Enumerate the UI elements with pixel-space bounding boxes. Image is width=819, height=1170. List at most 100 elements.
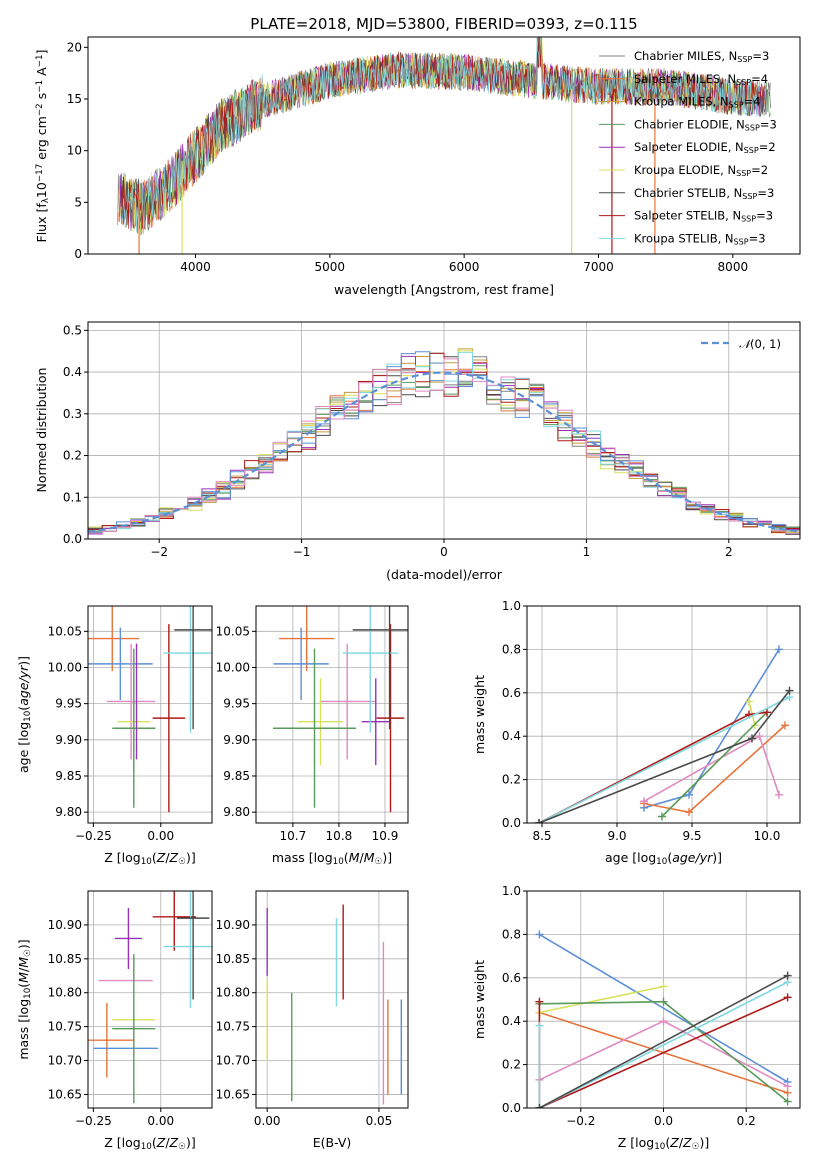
x-tick-label: 0.0 — [654, 1114, 673, 1128]
errorbar-point — [342, 606, 398, 733]
y-tick-label: 10.80 — [216, 986, 250, 1000]
legend-label: Salpeter STELIB, NSSP=3 — [634, 209, 773, 224]
y-tick-label: 20 — [67, 40, 82, 54]
x-tick-label: 9.0 — [607, 829, 626, 843]
spectrum-line — [119, 43, 765, 234]
x-tick-label: 0 — [440, 545, 448, 559]
y-tick-label: 0.6 — [502, 686, 521, 700]
y-tick-label: 10.65 — [216, 1087, 250, 1101]
errorbar-point — [88, 606, 140, 672]
y-axis-label: mass [log10(M/M☉)] — [16, 939, 33, 1059]
weight-marker — [535, 930, 544, 939]
y-axis-label: Normed distribution — [34, 368, 49, 493]
legend-label: Salpeter MILES, NSSP=4 — [634, 72, 768, 87]
y-tick-label: 1.0 — [502, 884, 521, 898]
y-tick-label: 0.8 — [502, 642, 521, 656]
errorbar-point — [297, 678, 344, 766]
y-tick-label: 0.0 — [502, 1101, 521, 1115]
y-tick-label: 9.95 — [223, 697, 250, 711]
y-axis-label: age [log10(age/yr)] — [16, 656, 33, 773]
y-tick-label: 0.5 — [63, 323, 82, 337]
errorbar-point — [376, 624, 405, 813]
y-tick-label: 10.80 — [48, 986, 82, 1000]
weight-marker — [775, 645, 783, 654]
legend: Chabrier MILES, NSSP=3 Salpeter MILES, NS… — [599, 49, 777, 246]
panel-mass-vs-EBV: 0.00 0.05 10.65 10.70 10.75 10.80 10.85 10.90 — [216, 890, 409, 1128]
weight-marker — [748, 734, 756, 743]
errorbar-point — [152, 891, 196, 951]
panel-age-vs-mass: 10.7 10.8 10.9 9.80 9.85 9.90 9.95 10.00 10.05 — [216, 605, 409, 843]
x-tick-label: 7000 — [583, 260, 614, 274]
weight-marker — [535, 819, 543, 823]
panel-mass-vs-Z: −0.25 0.00 10.65 10.70 10.75 10.80 10.85 10.90 — [48, 890, 213, 1128]
weight-marker — [535, 1104, 544, 1108]
errorbar-point — [176, 891, 210, 1000]
x-tick-label: 0.00 — [147, 1114, 174, 1128]
plot-area — [88, 348, 800, 535]
weight-marker — [763, 708, 771, 717]
legend-label: Salpeter ELODIE, NSSP=2 — [634, 140, 776, 155]
x-axis-label: age [log10(age/yr)] — [605, 850, 722, 867]
x-axis-label: Z [log10(Z/Z☉)] — [618, 1135, 710, 1152]
y-tick-label: 9.85 — [55, 769, 82, 783]
y-tick-label: 0.8 — [502, 927, 521, 941]
weight-line — [643, 724, 786, 813]
plot-area — [117, 37, 771, 254]
y-axis-label: mass weight — [472, 675, 487, 754]
weight-marker — [755, 732, 764, 741]
plot-area — [535, 930, 792, 1108]
y-tick-label: 0.4 — [502, 1014, 521, 1028]
x-tick-label: 0.05 — [366, 1114, 393, 1128]
y-tick-label: 10.75 — [48, 1020, 82, 1034]
legend-label: 𝒩(0, 1) — [739, 337, 781, 351]
errorbar-point — [106, 643, 156, 760]
y-tick-label: 10.00 — [48, 660, 82, 674]
x-axis-label: wavelength [Angstrom, rest frame] — [334, 282, 554, 297]
y-tick-label: 9.80 — [55, 805, 82, 819]
plot-area — [88, 891, 212, 1104]
axes-frame — [87, 605, 213, 824]
errorbar-point — [174, 606, 212, 729]
x-tick-label: 10.9 — [372, 829, 399, 843]
errorbar-point — [273, 627, 329, 701]
errorbar-point — [163, 891, 212, 1008]
x-axis-label: (data-model)/error — [386, 567, 503, 582]
y-tick-label: 0.0 — [502, 816, 521, 830]
y-axis-label: Flux [fλ10−17 erg cm−2 s−1 A−1] — [34, 50, 51, 243]
weight-marker — [783, 1097, 792, 1106]
errorbar-point — [88, 1002, 134, 1078]
weight-marker — [685, 808, 693, 817]
spectrum-line — [119, 37, 760, 234]
y-tick-label: 9.95 — [55, 697, 82, 711]
panel-weight-vs-Z: −0.2 0.0 0.2 0.0 0.2 0.4 0.6 0.8 1.0 — [502, 884, 801, 1128]
y-tick-label: 9.90 — [55, 733, 82, 747]
y-tick-label: 10.70 — [216, 1054, 250, 1068]
x-tick-label: 8000 — [718, 260, 749, 274]
y-tick-label: 0.4 — [502, 729, 521, 743]
weight-marker — [659, 982, 668, 991]
y-tick-label: 10.05 — [216, 624, 250, 638]
x-axis-label: mass [log10(M/M☉)] — [272, 850, 392, 867]
y-tick-label: 10.85 — [48, 952, 82, 966]
axes-frame — [255, 890, 409, 1109]
panel-spectrum: 4000 5000 6000 7000 8000 0 5 10 15 20 — [67, 36, 801, 274]
x-tick-label: 10.8 — [326, 829, 353, 843]
weight-marker — [783, 971, 792, 980]
spectrum-line — [121, 37, 760, 233]
errorbar-point — [114, 907, 142, 969]
errorbar-point — [112, 954, 156, 1104]
weight-marker — [658, 812, 666, 821]
y-tick-label: 1.0 — [502, 599, 521, 613]
y-tick-label: 15 — [67, 92, 82, 106]
y-tick-label: 10.05 — [48, 624, 82, 638]
errorbar-point — [163, 606, 212, 733]
y-tick-label: 0.6 — [502, 971, 521, 985]
x-tick-label: 2 — [725, 545, 733, 559]
x-tick-label: 4000 — [180, 260, 211, 274]
y-tick-label: 10.90 — [216, 918, 250, 932]
y-tick-label: 0 — [74, 247, 82, 261]
y-axis-label: mass weight — [472, 960, 487, 1039]
y-tick-label: 9.90 — [223, 733, 250, 747]
y-tick-label: 10.00 — [216, 660, 250, 674]
y-tick-label: 10.65 — [48, 1087, 82, 1101]
